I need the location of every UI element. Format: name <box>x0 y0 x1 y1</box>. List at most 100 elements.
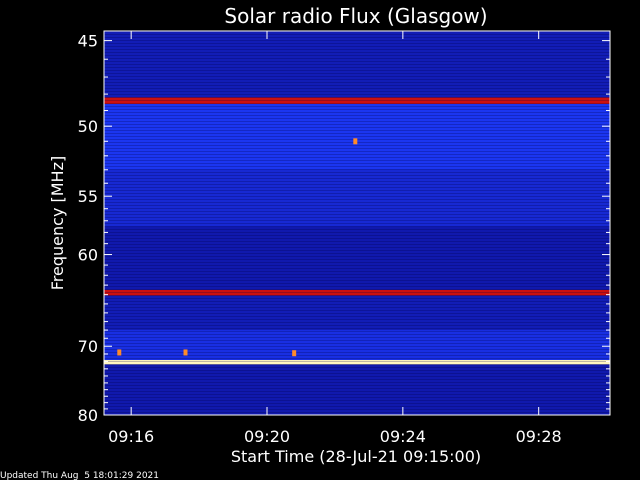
spectral-stripe <box>104 349 610 350</box>
y-tick-label: 70 <box>78 337 98 356</box>
spectral-stripe <box>104 121 610 122</box>
spectral-stripe <box>104 271 610 272</box>
spectral-stripe <box>104 160 610 161</box>
spectral-stripe <box>104 43 610 44</box>
spectral-stripe <box>104 46 610 47</box>
updated-timestamp: Updated Thu Aug 5 18:01:29 2021 <box>0 471 159 480</box>
spectral-stripe <box>104 343 610 344</box>
spectral-stripe <box>104 82 610 83</box>
spectral-stripe <box>104 178 610 179</box>
spectral-stripe <box>104 136 610 137</box>
spectral-stripe <box>104 76 610 77</box>
spectral-stripe <box>104 61 610 62</box>
spectral-stripe <box>104 277 610 278</box>
spectral-stripe <box>104 100 610 101</box>
spectral-stripe <box>104 211 610 212</box>
spectral-stripe <box>104 58 610 59</box>
frequency-band <box>104 364 610 415</box>
burst-mark <box>183 349 188 356</box>
spectral-stripe <box>104 250 610 251</box>
spectral-stripe <box>104 334 610 335</box>
spectral-stripe <box>104 364 610 365</box>
plot-frame <box>103 30 611 416</box>
spectral-stripe <box>104 34 610 35</box>
spectral-stripe <box>104 232 610 233</box>
spectral-stripe <box>104 370 610 371</box>
spectral-stripe <box>104 145 610 146</box>
spectral-stripe <box>104 187 610 188</box>
spectral-stripe <box>104 241 610 242</box>
spectral-stripe <box>104 352 610 353</box>
spectral-stripe <box>104 322 610 323</box>
spectral-stripe <box>104 190 610 191</box>
x-axis-label: Start Time (28-Jul-21 09:15:00) <box>231 447 481 466</box>
spectral-stripe <box>104 166 610 167</box>
spectral-stripe <box>104 202 610 203</box>
spectral-stripe <box>104 412 610 413</box>
spectral-stripe <box>104 172 610 173</box>
spectral-stripe <box>104 295 610 296</box>
spectral-stripe <box>104 67 610 68</box>
spectral-stripe <box>104 316 610 317</box>
y-tick-label: 80 <box>78 406 98 425</box>
spectral-stripe <box>104 37 610 38</box>
spectral-stripe <box>104 385 610 386</box>
spectral-stripe <box>104 220 610 221</box>
spectral-stripe <box>104 91 610 92</box>
spectral-stripe <box>104 70 610 71</box>
spectral-stripe <box>104 262 610 263</box>
spectral-stripe <box>104 79 610 80</box>
spectral-stripe <box>104 313 610 314</box>
spectral-stripe <box>104 283 610 284</box>
spectral-stripe <box>104 394 610 395</box>
spectral-stripe <box>104 247 610 248</box>
spectral-stripe <box>104 52 610 53</box>
spectral-stripe <box>104 301 610 302</box>
spectral-stripe <box>104 109 610 110</box>
x-tick-label: 09:24 <box>380 427 426 446</box>
x-axis: 09:16 09:20 09:24 09:28 <box>108 31 562 446</box>
spectral-stripe <box>104 367 610 368</box>
spectral-stripe <box>104 244 610 245</box>
spectral-stripe <box>104 199 610 200</box>
spectral-stripe <box>104 40 610 41</box>
spectral-stripe <box>104 280 610 281</box>
spectral-stripe <box>104 325 610 326</box>
spectral-stripe <box>104 196 610 197</box>
spectral-stripe <box>104 400 610 401</box>
spectral-stripe <box>104 310 610 311</box>
spectral-stripe <box>104 259 610 260</box>
y-axis-label: Frequency [MHz] <box>48 156 67 290</box>
spectral-stripe <box>104 358 610 359</box>
frequency-band <box>104 360 610 365</box>
spectral-stripe <box>104 223 610 224</box>
y-axis: 45 50 55 60 70 80 <box>78 32 610 425</box>
spectral-stripe <box>104 181 610 182</box>
spectral-stripe <box>104 376 610 377</box>
burst-mark <box>117 349 122 356</box>
spectral-stripe <box>104 94 610 95</box>
spectral-stripe <box>104 88 610 89</box>
spectral-stripe <box>104 331 610 332</box>
frequency-band <box>104 104 610 170</box>
spectral-stripe <box>104 64 610 65</box>
spectral-stripe <box>104 340 610 341</box>
spectral-stripe <box>104 286 610 287</box>
spectral-stripe <box>104 106 610 107</box>
spectral-stripe <box>104 112 610 113</box>
frequency-band <box>104 226 610 290</box>
spectral-stripe <box>104 346 610 347</box>
spectral-stripe <box>104 193 610 194</box>
spectral-stripe <box>104 208 610 209</box>
burst-mark <box>292 350 297 357</box>
spectral-stripe <box>104 85 610 86</box>
spectral-stripe <box>104 253 610 254</box>
burst-mark <box>353 138 358 145</box>
spectral-stripe <box>104 391 610 392</box>
spectral-stripe <box>104 409 610 410</box>
spectral-stripe <box>104 133 610 134</box>
spectral-stripe <box>104 361 610 362</box>
spectral-stripe <box>104 157 610 158</box>
spectral-stripe <box>104 388 610 389</box>
